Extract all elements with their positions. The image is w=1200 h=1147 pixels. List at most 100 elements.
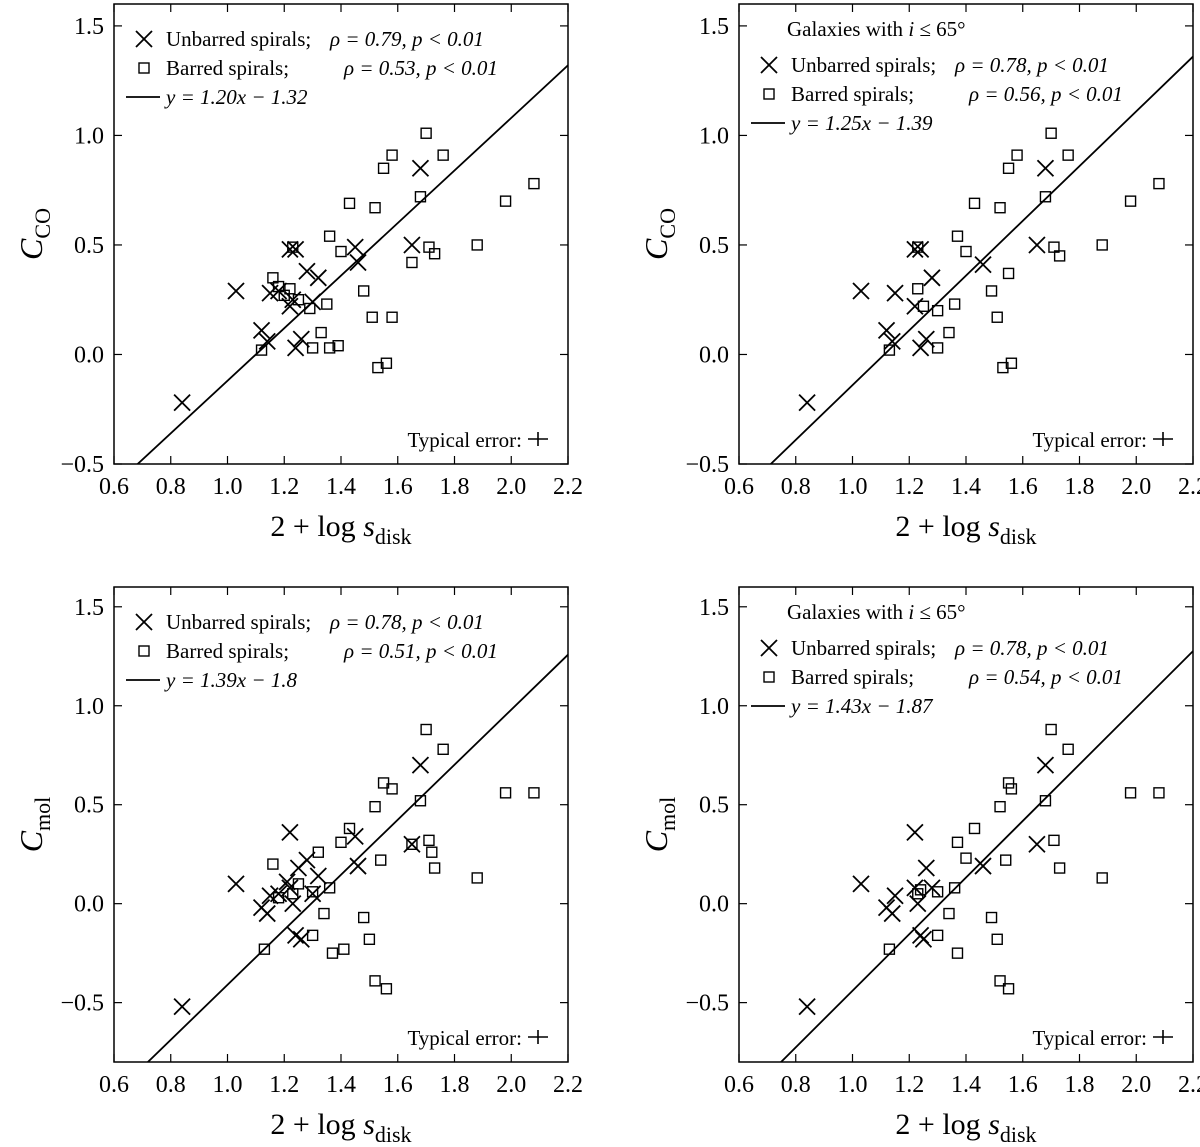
y-tick-label: 0.5	[699, 233, 729, 259]
point-barred	[1000, 854, 1012, 866]
point-barred	[437, 743, 449, 755]
x-tick-label: 1.2	[269, 1072, 299, 1098]
x-tick-label: 1.8	[1065, 1072, 1095, 1098]
typical-error-label: Typical error:	[407, 428, 522, 452]
y-tick-label: −0.5	[60, 991, 104, 1017]
y-axis-label: Cmol	[13, 797, 55, 853]
legend-stats: y = 1.25x − 1.39	[789, 111, 933, 135]
point-unbarred	[917, 859, 935, 877]
point-barred	[326, 947, 339, 959]
legend-stats: ρ = 0.78, p < 0.01	[954, 53, 1109, 77]
point-barred	[1039, 795, 1052, 807]
x-tick-label: 1.6	[383, 474, 413, 500]
point-barred	[267, 858, 279, 870]
fit-line	[769, 55, 1193, 464]
x-tick-label: 1.6	[1008, 1072, 1038, 1098]
point-barred	[991, 311, 1003, 323]
point-unbarred	[411, 159, 430, 177]
point-barred	[414, 795, 427, 807]
y-axis-label: Cmol	[638, 797, 680, 853]
point-unbarred	[411, 756, 430, 774]
legend-label: Barred spirals;	[791, 82, 914, 106]
point-barred	[292, 878, 305, 890]
legend-marker-square	[763, 671, 775, 683]
point-barred	[1153, 787, 1165, 799]
legend-stats: y = 1.20x − 1.32	[164, 85, 308, 109]
point-barred	[369, 202, 381, 214]
x-tick-label: 1.6	[383, 1072, 413, 1098]
y-tick-label: −0.5	[685, 452, 729, 478]
legend-marker-x	[760, 639, 778, 657]
point-unbarred	[173, 997, 191, 1016]
point-barred	[968, 197, 981, 210]
x-tick-label: 2.0	[496, 474, 526, 500]
x-tick-label: 1.8	[440, 1072, 470, 1098]
legend-stats: ρ = 0.51, p < 0.01	[343, 639, 498, 663]
x-tick-label: 2.2	[553, 1072, 583, 1098]
point-barred	[1005, 783, 1018, 795]
point-barred	[304, 302, 316, 315]
point-barred	[258, 943, 271, 955]
point-unbarred	[281, 879, 299, 897]
y-tick-label: 0.5	[74, 793, 104, 819]
point-barred	[1096, 872, 1108, 884]
point-barred	[883, 344, 896, 356]
point-unbarred	[883, 332, 901, 350]
y-tick-label: 0.0	[699, 892, 729, 918]
x-tick-label: 1.0	[838, 474, 868, 500]
point-barred	[471, 239, 483, 251]
y-tick-label: 0.0	[74, 892, 104, 918]
point-barred	[994, 975, 1006, 987]
x-tick-label: 0.8	[156, 474, 186, 500]
x-tick-label: 1.4	[326, 474, 356, 500]
x-tick-label: 1.2	[894, 1072, 924, 1098]
point-unbarred	[258, 332, 276, 350]
point-unbarred	[911, 240, 930, 258]
point-barred	[931, 929, 944, 942]
point-barred	[428, 862, 441, 874]
point-barred	[380, 357, 393, 369]
point-barred	[499, 787, 512, 799]
legend-marker-square	[763, 88, 775, 100]
point-barred	[1002, 267, 1015, 280]
point-unbarred	[252, 321, 271, 340]
y-axis-label: CCO	[13, 208, 55, 260]
legend-title: Galaxies with i ≤ 65°	[787, 600, 966, 624]
legend-marker-x	[760, 56, 778, 74]
y-tick-label: 0.0	[74, 342, 104, 368]
point-unbarred	[852, 875, 870, 893]
point-unbarred	[923, 269, 941, 287]
legend-marker-x	[135, 30, 153, 48]
legend-stats: ρ = 0.53, p < 0.01	[343, 56, 498, 80]
x-tick-label: 1.8	[1065, 474, 1095, 500]
point-barred	[428, 248, 441, 260]
point-unbarred	[917, 330, 935, 348]
point-barred	[377, 777, 390, 789]
point-unbarred	[911, 339, 930, 357]
point-barred	[380, 983, 393, 995]
x-tick-label: 0.6	[99, 1072, 129, 1098]
point-barred	[255, 344, 268, 356]
point-unbarred	[349, 857, 367, 875]
point-barred	[960, 852, 972, 864]
y-tick-label: 0.0	[699, 342, 729, 368]
point-barred	[528, 787, 540, 799]
point-barred	[420, 127, 432, 139]
point-unbarred	[309, 269, 327, 287]
point-barred	[287, 241, 299, 253]
point-barred	[1053, 862, 1066, 874]
point-barred	[323, 230, 336, 242]
point-barred	[315, 326, 327, 339]
point-unbarred	[292, 930, 310, 948]
y-tick-label: 1.5	[74, 595, 104, 621]
point-unbarred	[258, 904, 276, 923]
point-unbarred	[346, 827, 364, 846]
legend-stats: y = 1.43x − 1.87	[789, 694, 934, 718]
point-barred	[306, 886, 319, 898]
typical-error-label: Typical error:	[407, 1026, 522, 1050]
x-tick-label: 1.4	[951, 474, 981, 500]
legend-stats: ρ = 0.54, p < 0.01	[968, 665, 1123, 689]
panel-2: 0.6 0.8 1.0 1.2 1.4 1.6 1.8 2.0 2.2 −0.5 0.0 0.5 1.0…	[638, 3, 1200, 549]
y-tick-label: 1.5	[74, 14, 104, 40]
point-unbarred	[292, 330, 310, 348]
